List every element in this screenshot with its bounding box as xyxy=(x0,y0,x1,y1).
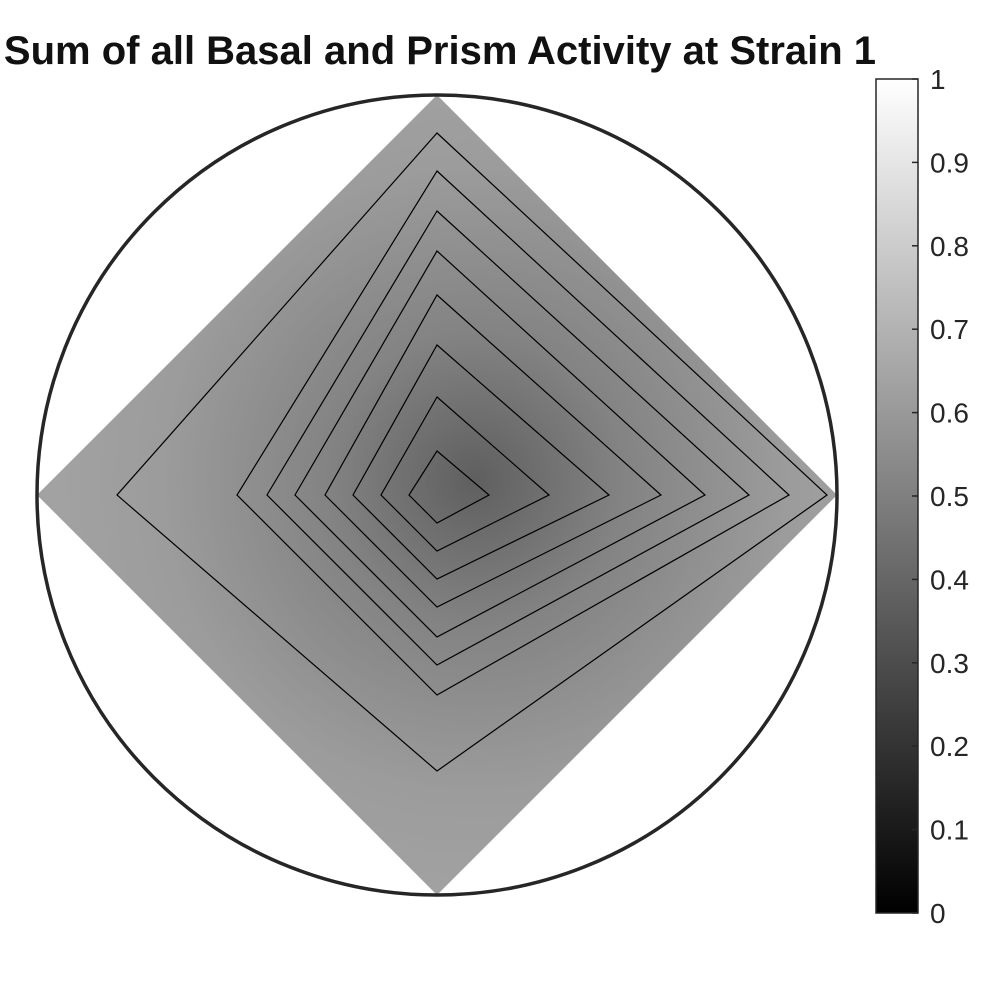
plot-area xyxy=(35,93,839,897)
colorbar-tick-label: 0.8 xyxy=(930,231,969,262)
contour-lines xyxy=(116,132,828,772)
contour-line xyxy=(236,170,791,696)
boundary-circle xyxy=(35,93,839,897)
contour-line xyxy=(266,210,751,666)
colorbar-tick-label: 0.7 xyxy=(930,314,969,345)
colorbar-ticks: 0 0.1 0.2 0.3 0.4 0.5 0.6 0.7 0.8 0.9 1 xyxy=(912,64,969,929)
colorbar-tick-label: 0.5 xyxy=(930,481,969,512)
contour-line xyxy=(408,450,491,524)
colorbar-tick-label: 0.3 xyxy=(930,648,969,679)
contour-line xyxy=(352,344,611,580)
chart-title: Sum of all Basal and Prism Activity at S… xyxy=(4,29,876,73)
colorbar-tick-label: 0.6 xyxy=(930,398,969,429)
contour-line xyxy=(294,250,707,638)
contour-line xyxy=(380,396,551,552)
colorbar: 0 0.1 0.2 0.3 0.4 0.5 0.6 0.7 0.8 0.9 1 xyxy=(875,64,969,929)
activity-region xyxy=(37,95,837,895)
colorbar-tick-label: 0.4 xyxy=(930,564,969,595)
colorbar-tick-label: 0.2 xyxy=(930,731,969,762)
colorbar-scale xyxy=(875,78,919,914)
contour-line xyxy=(116,132,828,772)
colorbar-tick-label: 0.9 xyxy=(930,147,969,178)
colorbar-tick-label: 1 xyxy=(930,64,946,95)
colorbar-tick-label: 0.1 xyxy=(930,815,969,846)
contour-line xyxy=(324,294,663,608)
colorbar-tick-label: 0 xyxy=(930,898,946,929)
